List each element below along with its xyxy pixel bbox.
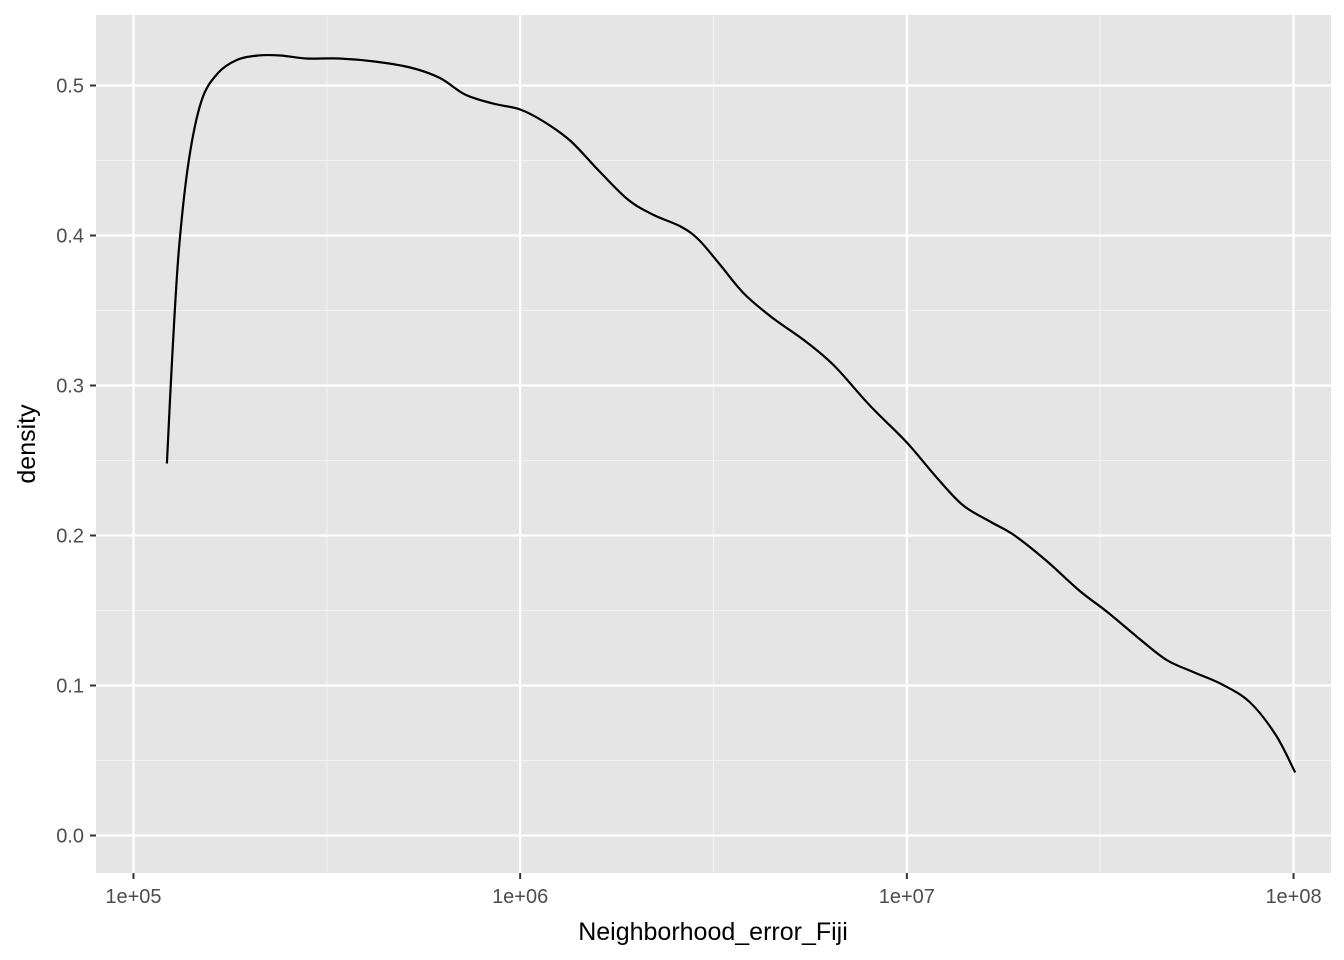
- x-axis-title: Neighborhood_error_Fiji: [578, 918, 848, 946]
- y-tick-label: 0.5: [56, 76, 84, 98]
- x-axis-ticks: 1e+05 1e+06 1e+07 1e+08: [105, 873, 1322, 908]
- x-tick-label: 1e+05: [105, 886, 161, 908]
- y-tick-label: 0.4: [56, 226, 84, 248]
- y-tick-label: 0.0: [56, 826, 84, 848]
- y-tick-label: 0.2: [56, 526, 84, 548]
- y-tick-label: 0.3: [56, 376, 84, 398]
- minor-gridlines: [96, 15, 1331, 873]
- x-tick-label: 1e+08: [1265, 886, 1321, 908]
- y-axis-title: density: [13, 404, 41, 484]
- y-axis-ticks: 0.0 0.1 0.2 0.3 0.4 0.5: [56, 76, 96, 848]
- x-tick-label: 1e+07: [879, 886, 935, 908]
- y-tick-label: 0.1: [56, 676, 84, 698]
- x-tick-label: 1e+06: [492, 886, 548, 908]
- density-curve: [165, 53, 1297, 774]
